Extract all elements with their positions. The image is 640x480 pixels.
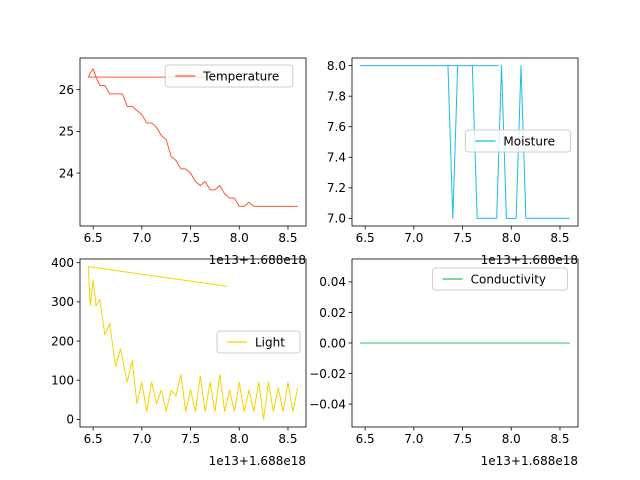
legend-label: Conductivity (471, 273, 546, 287)
x-tick-label: 8.5 (550, 231, 569, 245)
y-tick-label: 26 (59, 83, 74, 97)
x-offset-text: 1e13+1.688e18 (209, 253, 306, 267)
legend-label: Moisture (503, 135, 555, 149)
y-tick-label: 400 (51, 256, 74, 270)
legend-box (216, 330, 301, 354)
axes-frame (351, 57, 579, 227)
y-tick-label: 8.0 (327, 59, 346, 73)
y-tick-label: 100 (51, 374, 74, 388)
legend: Conductivity (432, 267, 568, 291)
y-tick-label: −0.04 (309, 397, 346, 411)
y-tick-label: −0.02 (309, 367, 346, 381)
x-tick-label: 7.0 (132, 231, 151, 245)
y-tick-label: 0.04 (319, 275, 346, 289)
x-offset-text: 1e13+1.688e18 (481, 454, 578, 468)
y-tick-label: 300 (51, 295, 74, 309)
axes-frame (79, 258, 307, 428)
x-offset-text: 1e13+1.688e18 (481, 253, 578, 267)
x-tick-label: 7.5 (181, 432, 200, 446)
x-tick-label: 8.0 (502, 432, 521, 446)
legend-label: Light (255, 336, 285, 350)
x-tick-label: 8.5 (278, 432, 297, 446)
x-tick-label: 8.5 (550, 432, 569, 446)
y-tick-label: 200 (51, 334, 74, 348)
subplot-3: 6.5 7.0 7.5 8.0 8.5 0 100 200 300 400 1e13+1.688e1… (51, 256, 307, 468)
x-tick-label: 6.5 (84, 432, 103, 446)
axes-frame (79, 57, 307, 227)
x-tick-label: 6.5 (356, 432, 375, 446)
x-tick-label: 7.0 (404, 231, 423, 245)
y-tick-label: 24 (59, 166, 74, 180)
x-tick-label: 8.0 (230, 432, 249, 446)
x-tick-label: 8.0 (230, 231, 249, 245)
x-tick-label: 7.0 (404, 432, 423, 446)
series-line-moisture (359, 65, 570, 219)
y-tick-label: 0 (66, 413, 74, 427)
x-tick-label: 8.0 (502, 231, 521, 245)
x-offset-text: 1e13+1.688e18 (209, 454, 306, 468)
series-line-temperature (87, 68, 298, 207)
x-tick-label: 7.5 (453, 432, 472, 446)
y-tick-label: 7.2 (327, 181, 346, 195)
legend-box (432, 267, 568, 291)
x-tick-label: 7.0 (132, 432, 151, 446)
legend-box (164, 64, 294, 88)
legend: Light (216, 330, 301, 354)
subplot-4: 6.5 7.0 7.5 8.0 8.5 −0.04 −0.02 0.00 0.02 0.04 1e1… (309, 258, 579, 468)
subplot-2: 6.5 7.0 7.5 8.0 8.5 7.0 7.2 7.4 7.6 7.8 8.0 1e13+1.… (327, 57, 579, 267)
legend: Moisture (464, 129, 572, 153)
y-tick-label: 7.8 (327, 89, 346, 103)
x-tick-label: 6.5 (356, 231, 375, 245)
x-tick-label: 7.5 (453, 231, 472, 245)
y-tick-label: 7.4 (327, 151, 346, 165)
y-tick-label: 0.02 (319, 306, 346, 320)
subplot-1: 6.5 7.0 7.5 8.0 8.5 24 25 26 1e13+1.688e18 Temper… (59, 57, 307, 267)
legend-label: Temperature (202, 70, 279, 84)
y-tick-label: 7.6 (327, 120, 346, 134)
x-tick-label: 7.5 (181, 231, 200, 245)
y-tick-label: 25 (59, 125, 74, 139)
legend-box (464, 129, 572, 153)
x-tick-label: 6.5 (84, 231, 103, 245)
y-tick-label: 0.00 (319, 336, 346, 350)
legend: Temperature (164, 64, 294, 88)
series-line-light (87, 266, 299, 420)
x-tick-label: 8.5 (278, 231, 297, 245)
y-tick-label: 7.0 (327, 212, 346, 226)
